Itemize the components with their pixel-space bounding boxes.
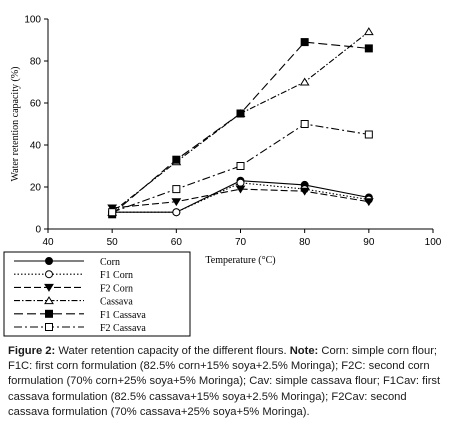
x-tick-label: 90 xyxy=(363,237,375,248)
y-tick-label: 100 xyxy=(24,15,41,26)
data-point xyxy=(364,130,373,139)
legend-marker xyxy=(45,257,53,265)
legend-label: F1 Corn xyxy=(100,270,133,281)
legend-box xyxy=(3,251,191,337)
series-lines xyxy=(107,27,374,219)
legend-label: F2 Cassava xyxy=(100,323,146,334)
x-tick-label: 70 xyxy=(235,237,247,248)
caption-note-text: Corn: simple corn flour; F1C: first corn… xyxy=(8,345,441,418)
data-point xyxy=(300,38,309,47)
line-chart: 0 20 40 60 80 100 40 50 60 70 80 90 100 Water retenti… xyxy=(3,15,442,337)
x-axis-label: Temperature (°C) xyxy=(205,255,275,266)
series-line xyxy=(112,188,369,209)
data-point xyxy=(172,208,181,217)
y-tick-label: 60 xyxy=(30,99,42,110)
caption-text: Water retention capacity of the differen… xyxy=(55,345,290,357)
y-axis-label: Water retention capacity (%) xyxy=(10,67,21,182)
caption-note-label: Note: xyxy=(289,345,319,357)
series-2 xyxy=(107,185,374,213)
data-point xyxy=(236,109,245,118)
legend-item: F2 Corn xyxy=(14,283,133,294)
axes: 0 20 40 60 80 100 40 50 60 70 80 90 100 Water retenti… xyxy=(10,15,442,267)
data-point xyxy=(236,178,245,187)
y-tick-label: 40 xyxy=(30,141,42,152)
figure-caption: Figure 2: Water retention capacity of th… xyxy=(8,344,448,420)
legend-label: F1 Cassava xyxy=(100,310,146,321)
series-line xyxy=(112,182,369,213)
data-point xyxy=(172,155,181,164)
x-tick-label: 60 xyxy=(171,237,183,248)
data-point xyxy=(299,187,310,196)
legend-marker xyxy=(45,270,53,279)
legend-label: F2 Corn xyxy=(100,283,133,294)
y-tick-label: 20 xyxy=(30,183,42,194)
data-point xyxy=(171,198,182,207)
x-tick-label: 80 xyxy=(299,237,311,248)
data-point xyxy=(236,162,245,170)
x-tick-label: 40 xyxy=(42,237,54,248)
legend-item: F1 Corn xyxy=(14,270,133,281)
legend-label: Corn xyxy=(100,257,120,268)
legend-marker xyxy=(45,323,53,331)
legend-item: Corn xyxy=(14,257,120,268)
data-point xyxy=(299,77,310,86)
legend-marker xyxy=(45,309,53,318)
legend-marker xyxy=(44,283,54,292)
legend-label: Cassava xyxy=(100,297,133,308)
series-1 xyxy=(108,178,373,217)
data-point xyxy=(235,185,246,194)
data-point xyxy=(363,27,374,36)
legend-marker xyxy=(44,296,54,305)
x-tick-label: 100 xyxy=(425,237,442,248)
legend-item: F1 Cassava xyxy=(14,309,146,321)
caption-label: Figure 2: xyxy=(8,345,56,357)
x-tick-label: 50 xyxy=(107,237,119,248)
legend-item: F2 Cassava xyxy=(14,323,146,334)
y-tick-label: 80 xyxy=(30,57,42,68)
legend-item: Cassava xyxy=(14,296,133,308)
series-5 xyxy=(108,120,373,217)
data-point xyxy=(172,185,181,194)
legend: Corn F1 Corn F2 Corn Cassava F1 Cassava F2 Ca… xyxy=(3,251,191,337)
data-point xyxy=(364,44,373,53)
data-point xyxy=(300,120,309,128)
data-point xyxy=(363,198,374,207)
data-point xyxy=(108,208,117,217)
y-tick-label: 0 xyxy=(35,225,41,236)
